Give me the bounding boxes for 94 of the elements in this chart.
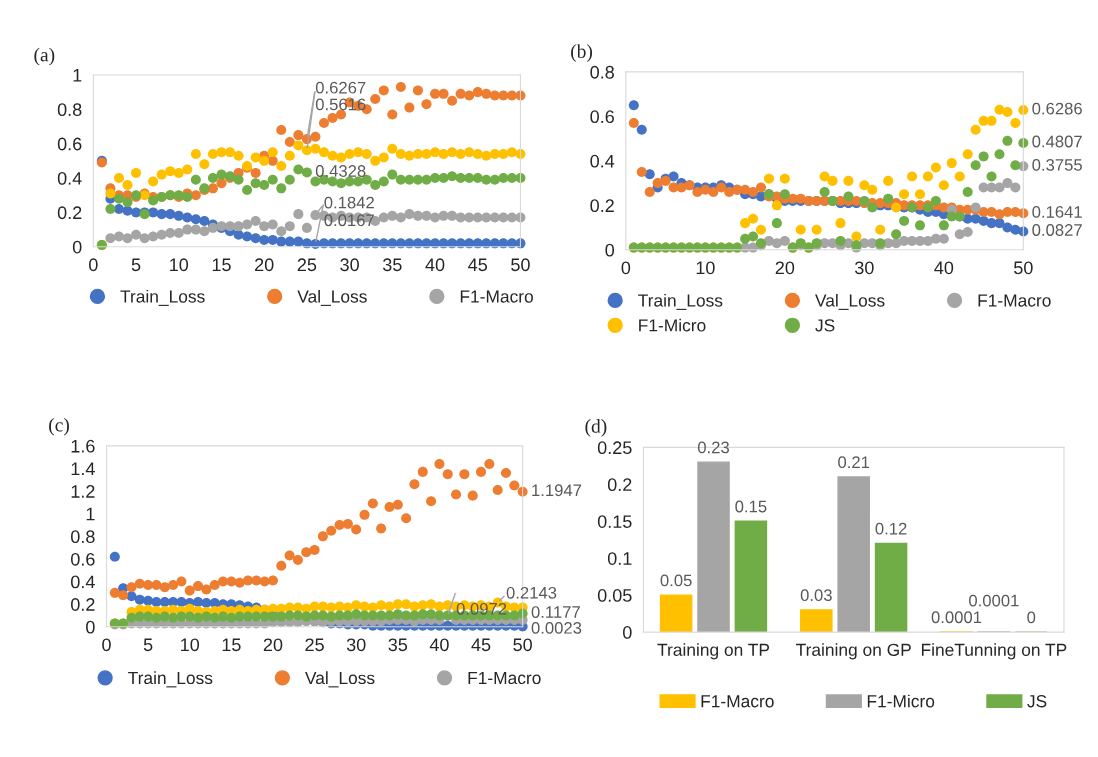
x-tick-label: 45 [468,258,488,272]
x-tick-label: 15 [212,258,231,272]
legend-label: F1-Macro [468,672,541,685]
x-tick-label: 20 [263,638,283,652]
x-tick-label: 40 [429,638,449,652]
data-label: 0.12 [875,522,907,535]
y-tick-label: 0.4 [71,575,95,589]
x-tick-label: 40 [425,258,445,272]
chart-title: (c) [49,417,69,436]
x-tick-label: 45 [471,638,491,652]
y-tick-label: 1.2 [71,485,95,498]
x-tick-label: 50 [511,258,530,272]
x-tick-label: 50 [513,638,532,652]
annotation: 0.1177 [531,606,580,618]
y-tick-label: 0.6 [57,137,82,151]
legend-label: Train_Loss [128,671,213,688]
y-tick-label: 0 [605,243,615,257]
x-tick-label: 15 [222,638,241,652]
annotation: 0.1842 [324,196,374,209]
x-tick-label: 5 [143,638,153,652]
x-tick-label: 30 [340,258,359,272]
legend-label: Val_Loss [297,289,367,306]
x-tick-label: 20 [255,258,274,272]
x-tick-label: 35 [388,638,408,652]
annotation: 0.6267 [315,81,366,94]
legend-label: F1-Micro [639,318,706,332]
annotation: 0.4807 [1032,135,1082,148]
x-tick-label: 0 [102,638,111,652]
y-tick-label: 0.4 [57,171,82,185]
legend-label: F1-Macro [978,294,1051,307]
x-tick-label: Training on TP [657,643,770,660]
y-tick-label: 0.1 [607,552,632,565]
x-tick-label: 10 [696,261,715,275]
y-tick-label: 0 [72,240,82,254]
data-label: 0.0001 [931,611,982,624]
x-tick-label: 30 [346,638,366,652]
chart-title: (a) [34,47,55,66]
y-tick-label: 0 [622,626,632,639]
legend-label: Train_Loss [638,293,723,310]
y-tick-label: 0.8 [71,530,95,544]
annotation: 1.1947 [532,484,582,497]
y-tick-label: 0.15 [597,515,632,528]
x-tick-label: 25 [297,258,317,272]
data-label: 0.15 [735,500,767,513]
annotation: 0.3755 [1032,158,1082,171]
data-label: 0 [1027,611,1036,624]
y-tick-label: 1 [86,507,95,521]
legend-label: Val_Loss [305,671,375,688]
x-tick-label: 5 [131,258,141,272]
data-label: 0.05 [660,574,692,587]
y-tick-label: 0.2 [57,206,82,220]
y-tick-label: 0.2 [71,598,95,611]
y-tick-label: 0.8 [57,103,82,117]
y-tick-label: 0.2 [607,478,632,492]
legend-label: JS [1027,695,1047,708]
x-tick-label: 40 [934,261,954,275]
x-tick-label: 20 [775,261,795,275]
y-tick-label: 0.4 [590,154,615,168]
y-tick-label: 1.6 [71,439,95,453]
y-tick-label: 0.8 [590,65,614,79]
legend-label: Val_Loss [815,293,885,310]
x-tick-label: 35 [382,258,402,272]
annotation: 0.0827 [1032,224,1082,236]
chart-title: (d) [585,419,607,437]
x-tick-label: 10 [170,258,189,272]
annotation: 0.1641 [1032,205,1082,218]
annotation: 0.2143 [506,586,557,599]
x-tick-label: FineTunning on TP [921,643,1067,660]
legend-label: F1-Macro [460,290,533,303]
x-tick-label: 25 [305,638,324,652]
legend-label: JS [815,319,835,332]
x-tick-label: 10 [181,638,200,652]
y-tick-label: 0.05 [597,589,632,602]
data-label: 0.0001 [969,594,1019,607]
x-tick-label: Training on GP [796,643,911,660]
annotation: 0.4328 [315,165,366,177]
y-tick-label: 0.6 [590,110,614,124]
legend-label: F1-Micro [867,694,935,708]
y-tick-label: 1.4 [71,462,95,476]
chart-title: (b) [571,44,593,62]
legend-label: F1-Macro [701,695,774,708]
y-tick-label: 0 [86,620,95,634]
legend-label: Train_Loss [120,289,205,306]
data-label: 0.23 [697,441,729,454]
y-tick-label: 1 [73,69,82,82]
y-tick-label: 0.6 [71,552,95,566]
x-tick-label: 50 [1014,261,1033,275]
data-label: 0.03 [800,589,832,602]
annotation: 0.6286 [1032,102,1082,115]
y-tick-label: 0.2 [590,199,614,213]
annotation: 0.0023 [531,621,582,634]
x-tick-label: 30 [854,261,874,275]
data-label: 0.21 [838,456,870,469]
y-tick-label: 0.25 [597,441,632,455]
